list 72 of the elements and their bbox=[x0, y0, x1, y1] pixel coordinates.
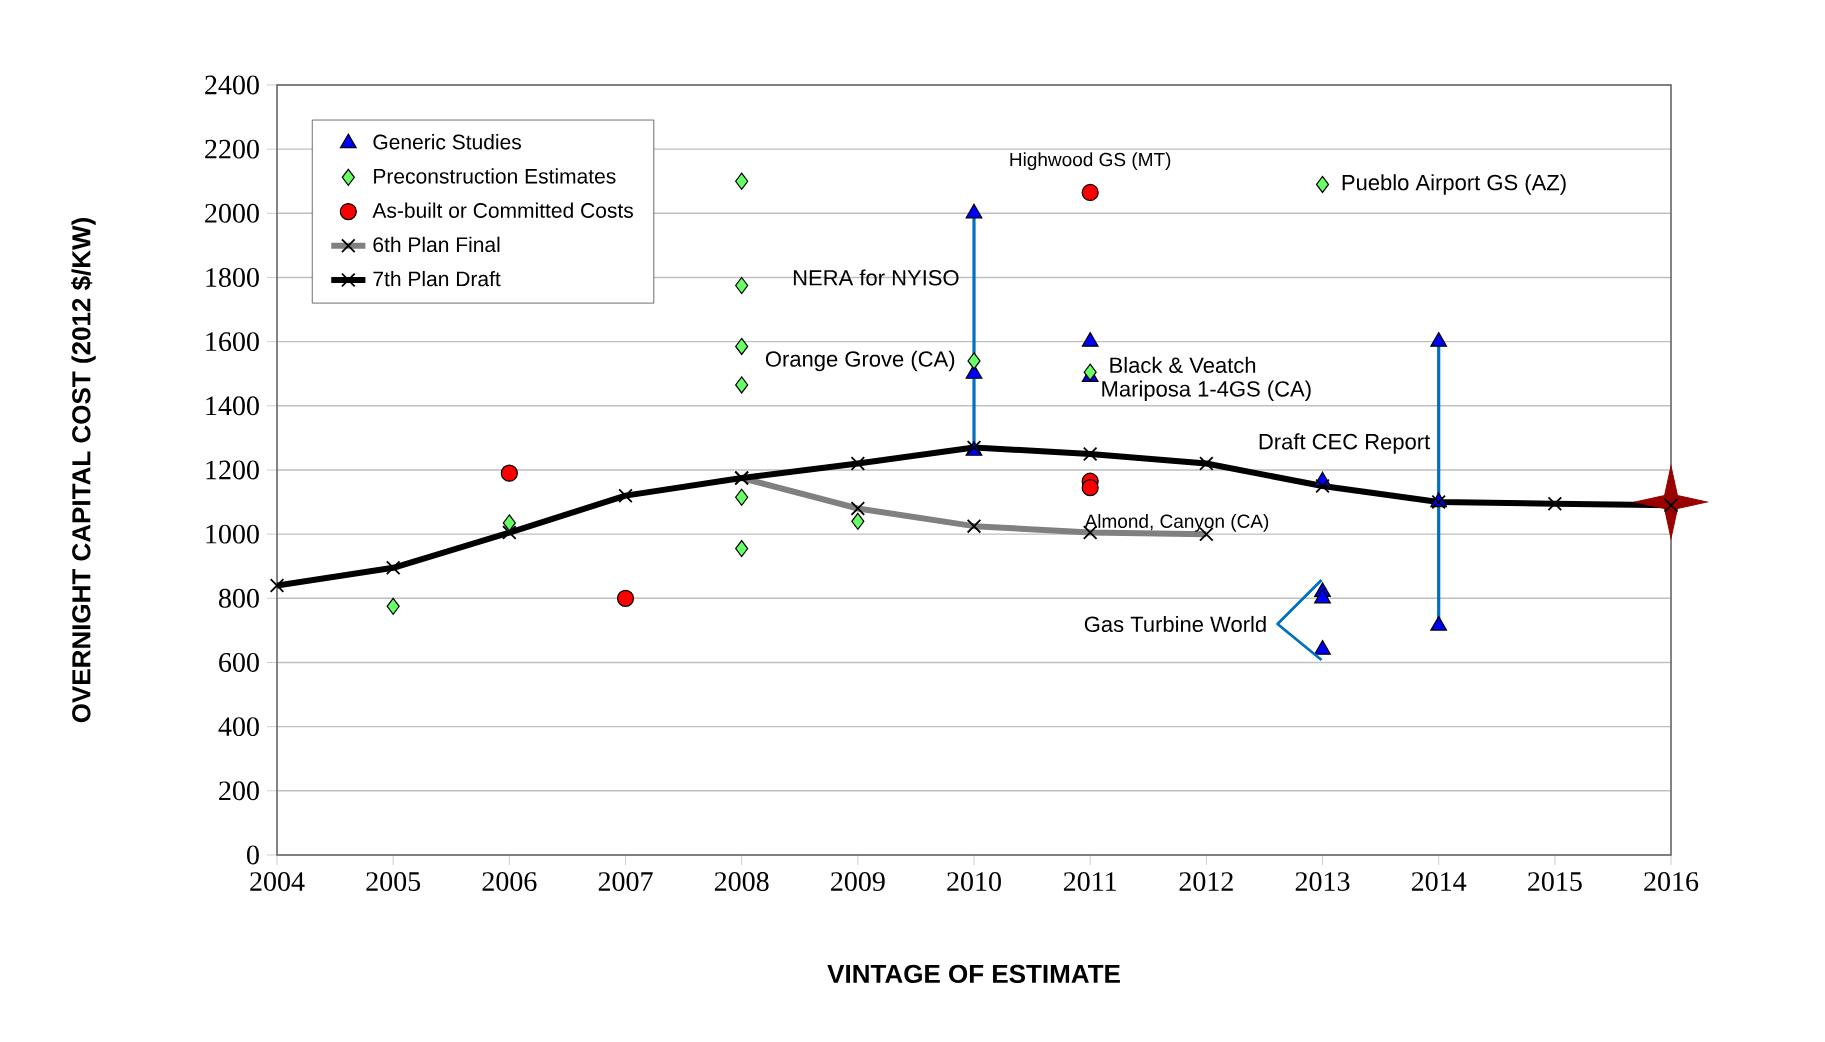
x-tick-label: 2007 bbox=[598, 872, 653, 891]
legend-label: 7th Plan Draft bbox=[373, 270, 501, 287]
point bbox=[385, 560, 401, 576]
legend-label: Preconstruction Estimates bbox=[374, 168, 616, 184]
y-tick-label: 400 bbox=[218, 717, 259, 737]
point bbox=[500, 464, 518, 482]
x-tick-label: 2015 bbox=[1528, 872, 1582, 891]
point bbox=[1083, 363, 1097, 381]
point bbox=[1199, 456, 1214, 471]
point bbox=[1315, 478, 1330, 494]
y-tick-label: 200 bbox=[219, 781, 259, 801]
point bbox=[1547, 496, 1563, 511]
point bbox=[735, 376, 749, 394]
y-tick-label: 1000 bbox=[206, 524, 259, 544]
y-tick-label: 800 bbox=[219, 588, 259, 608]
annotation: Draft CEC Report bbox=[1259, 433, 1431, 454]
point bbox=[618, 488, 633, 503]
x-tick-label: 2008 bbox=[714, 872, 769, 891]
y-tick-label: 600 bbox=[219, 653, 259, 672]
annotation: Gas Turbine World bbox=[1084, 615, 1266, 633]
x-tick-label: 2014 bbox=[1411, 872, 1467, 891]
legend-label: 6th Plan Final bbox=[373, 236, 500, 253]
annotation: Black & Veatch bbox=[1110, 356, 1256, 374]
point bbox=[616, 589, 635, 607]
annotation: Pueblo Airport GS (AZ) bbox=[1342, 174, 1566, 195]
point bbox=[967, 352, 981, 370]
y-tick-label: 1600 bbox=[206, 332, 259, 352]
x-tick-label: 2006 bbox=[482, 872, 537, 891]
annotation: Highwood GS (MT) bbox=[1010, 152, 1171, 171]
y-tick-label: 0 bbox=[247, 845, 259, 865]
point bbox=[502, 525, 517, 540]
annotation: Mariposa 1-4GS (CA) bbox=[1102, 380, 1311, 402]
legend-label: As-built or Committed Costs bbox=[372, 202, 633, 218]
y-tick-label: 2400 bbox=[205, 75, 259, 95]
point bbox=[851, 512, 865, 530]
annotation: Almond, Canyon (CA) bbox=[1084, 514, 1269, 532]
x-tick-label: 2013 bbox=[1295, 872, 1350, 891]
point bbox=[1082, 446, 1098, 462]
point bbox=[735, 488, 749, 506]
x-tick-label: 2005 bbox=[366, 872, 421, 891]
point bbox=[735, 172, 749, 190]
point bbox=[269, 578, 285, 593]
x-tick-label: 2016 bbox=[1644, 872, 1699, 891]
point bbox=[1081, 479, 1099, 497]
x-tick-label: 2012 bbox=[1179, 872, 1233, 891]
x-tick-label: 2011 bbox=[1063, 872, 1116, 891]
point bbox=[735, 539, 749, 558]
point bbox=[1315, 175, 1330, 194]
y-tick-label: 2200 bbox=[205, 139, 259, 159]
y-tick-label: 1400 bbox=[206, 396, 259, 416]
annotation: NERA for NYISO bbox=[793, 269, 959, 286]
point bbox=[386, 597, 400, 615]
annotation: Orange Grove (CA) bbox=[765, 350, 955, 372]
point bbox=[1081, 183, 1099, 202]
legend-label: Generic Studies bbox=[373, 134, 521, 150]
y-tick-label: 1200 bbox=[206, 460, 259, 480]
point bbox=[850, 456, 866, 471]
point bbox=[1314, 640, 1331, 655]
point bbox=[1314, 588, 1331, 604]
x-tick-label: 2009 bbox=[831, 872, 885, 891]
x-tick-label: 2004 bbox=[250, 872, 305, 891]
point bbox=[502, 514, 516, 532]
point bbox=[735, 276, 749, 295]
x-axis-title: VINTAGE OF ESTIMATE bbox=[827, 964, 1120, 984]
point bbox=[735, 337, 749, 356]
point bbox=[1634, 465, 1708, 539]
point bbox=[1430, 615, 1448, 631]
x-tick-label: 2010 bbox=[947, 872, 1001, 891]
y-tick-label: 1800 bbox=[206, 268, 259, 287]
y-axis-title: OVERNIGHT CAPITAL COST (2012 $/KW) bbox=[71, 218, 96, 723]
point bbox=[1663, 498, 1679, 513]
y-tick-label: 2000 bbox=[205, 203, 259, 223]
